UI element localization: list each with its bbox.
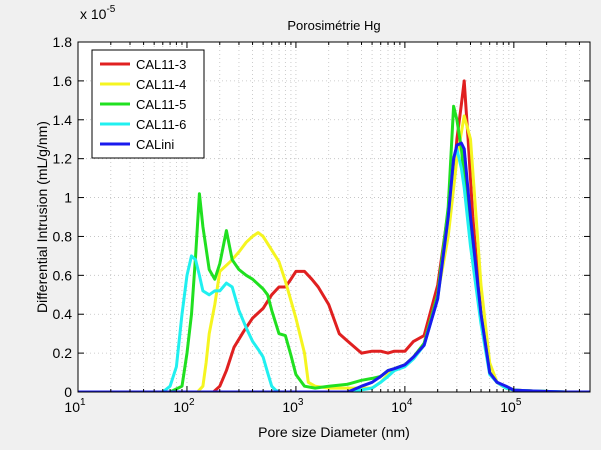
- x-tick-label: 102: [173, 397, 195, 415]
- chart-title: Porosimétrie Hg: [287, 18, 380, 33]
- legend-label: CALini: [136, 137, 174, 152]
- series-line-cal11-6: [78, 147, 590, 392]
- y-tick-label: 1.2: [53, 151, 73, 167]
- series-line-cal11-4: [78, 114, 590, 392]
- legend-label: CAL11-6: [136, 117, 186, 132]
- legend-label: CAL11-3: [136, 57, 186, 72]
- y-tick-label: 0.8: [53, 228, 73, 244]
- series-layer: [78, 79, 590, 392]
- y-tick-label: 0.4: [53, 306, 73, 322]
- legend: CAL11-3 CAL11-4 CAL11-5 CAL11-6 CALini: [91, 49, 205, 159]
- y-tick-label: 0: [64, 384, 72, 400]
- y-tick-label: 1: [64, 190, 72, 206]
- x-tick-label: 105: [500, 397, 522, 415]
- y-tick-label: 0.2: [53, 345, 73, 361]
- x-tick-label: 101: [64, 397, 86, 415]
- y-tick-labels: 0 0.2 0.4 0.6 0.8 1 1.2 1.4 1.6 1.8: [53, 34, 73, 400]
- plot-frame: [77, 41, 591, 393]
- y-tick-label: 1.6: [53, 73, 73, 89]
- x-tick-label: 104: [391, 397, 413, 415]
- y-axis-label: Differential Intrusion (mL/g/nm): [34, 121, 50, 313]
- x-tick-label: 103: [282, 397, 304, 415]
- series-line-calini: [78, 141, 590, 392]
- ticks: [77, 41, 591, 393]
- y-tick-label: 1.8: [53, 34, 73, 50]
- legend-label: CAL11-5: [136, 97, 186, 112]
- x-axis-label: Pore size Diameter (nm): [258, 424, 410, 440]
- y-tick-label: 0.6: [53, 267, 73, 283]
- y-tick-label: 1.4: [53, 112, 73, 128]
- y-axis-multiplier: x 10-5: [80, 4, 116, 22]
- legend-label: CAL11-4: [136, 77, 186, 92]
- x-tick-labels: 101 102 103 104 105: [64, 397, 521, 415]
